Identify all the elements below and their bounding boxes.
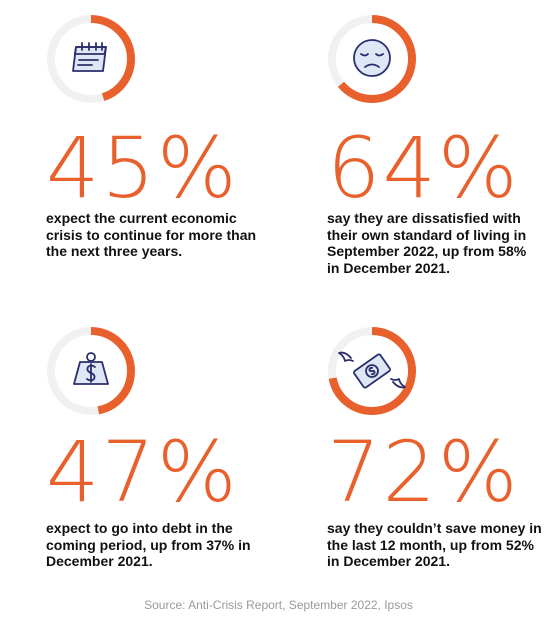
stat-description-1: expect the current economic crisis to co…	[46, 210, 257, 259]
progress-ring-3	[46, 326, 136, 416]
stat-card-1: 45% expect the current economic crisis t…	[46, 14, 296, 274]
progress-ring-1	[46, 14, 136, 104]
stat-value-4: 72%	[327, 423, 520, 521]
ring-chart-1	[47, 15, 135, 103]
ring-fill	[47, 15, 135, 103]
progress-ring-2	[327, 14, 417, 104]
ring-fill	[328, 15, 416, 103]
stat-card-4: 72% say they couldn’t save money in the …	[327, 326, 557, 586]
stat-value-3: 47%	[46, 423, 239, 521]
progress-ring-4	[327, 326, 417, 416]
ring-fill	[328, 327, 416, 415]
stat-card-2: 64% say they are dissatisfied with their…	[327, 14, 557, 294]
source-caption: Source: Anti-Crisis Report, September 20…	[144, 598, 413, 612]
stat-description-3: expect to go into debt in the coming per…	[46, 520, 251, 569]
money-weight-icon	[73, 352, 109, 385]
flying-money-icon	[338, 351, 406, 389]
ring-chart-4	[328, 327, 416, 415]
ring-chart-2	[328, 15, 416, 103]
stat-card-3: 47% expect to go into debt in the coming…	[46, 326, 296, 586]
ring-chart-3	[47, 327, 135, 415]
stat-value-2: 64%	[327, 119, 520, 217]
stat-value-1: 45%	[46, 119, 239, 217]
stat-description-2: say they are dissatisfied with their own…	[327, 210, 527, 276]
ring-fill	[47, 327, 135, 415]
calendar-icon	[72, 42, 107, 72]
stat-description-4: say they couldn’t save money in the last…	[327, 520, 542, 569]
sad-face-icon	[353, 39, 391, 77]
